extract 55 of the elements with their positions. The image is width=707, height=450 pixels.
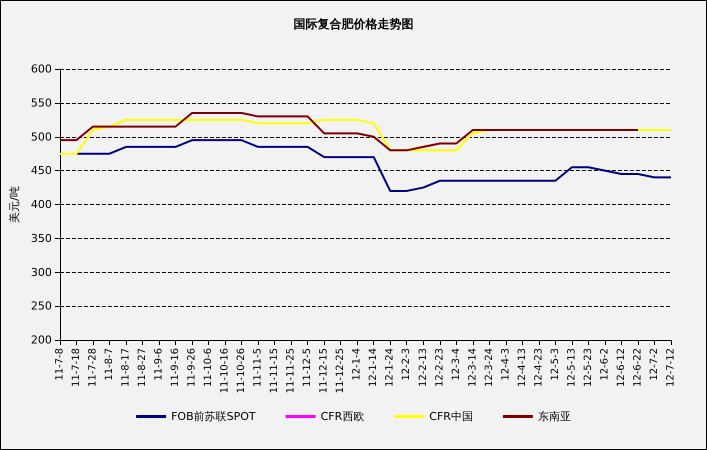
x-tick-label: 12-2-3 — [401, 348, 412, 381]
x-tick-label: 12-2-23 — [434, 348, 446, 388]
legend-label: 东南亚 — [538, 410, 571, 423]
line-series — [58, 112, 639, 152]
x-tick-label: 11-9-16 — [170, 348, 182, 388]
x-tick-label: 12-6-22 — [632, 348, 644, 388]
y-tick-label: 350 — [30, 232, 52, 245]
x-tick-label: 12-1-4 — [352, 348, 363, 381]
x-tick-label: 11-9-26 — [186, 348, 198, 388]
y-tick-label: 400 — [30, 198, 52, 211]
x-tick-label: 11-10-16 — [220, 348, 231, 394]
x-tick-label: 12-4-23 — [533, 348, 544, 388]
x-tick-label: 12-6-2 — [599, 348, 610, 381]
x-tick-label: 11-11-5 — [252, 348, 264, 388]
x-tick-label: 12-5-23 — [582, 348, 594, 388]
x-tick-label: 11-11-15 — [269, 348, 280, 394]
x-tick-label: 12-4-3 — [500, 348, 512, 381]
x-tick-label: 12-7-2 — [648, 348, 660, 381]
y-tick-label: 500 — [30, 130, 52, 144]
x-tick-label: 12-2-13 — [418, 348, 429, 388]
x-tick-label: 11-9-6 — [153, 348, 164, 381]
x-tick-label: 12-7-12 — [666, 348, 676, 388]
y-tick-label: 550 — [30, 96, 52, 110]
x-tick-label: 12-1-24 — [384, 348, 396, 388]
legend-label: FOB前苏联SPOT — [171, 410, 256, 423]
x-tick-label: 12-4-13 — [516, 348, 528, 388]
x-tick-label: 11-7-28 — [87, 348, 98, 388]
x-tick-label: 11-10-6 — [203, 348, 214, 388]
y-tick-label: 250 — [30, 300, 52, 313]
x-tick-label: 12-3-14 — [467, 348, 478, 388]
y-axis-title: 美元/吨 — [8, 186, 21, 223]
x-tick-label: 11-8-7 — [104, 348, 115, 381]
chart-title: 国际复合肥价格走势图 — [294, 17, 414, 31]
line-series — [75, 139, 672, 192]
x-tick-label: 11-12-5 — [302, 348, 314, 388]
x-tick-label: 11-10-26 — [236, 348, 248, 394]
x-tick-label: 12-5-3 — [550, 348, 561, 381]
x-tick-label: 11-7-18 — [70, 348, 82, 388]
x-tick-label: 11-11-25 — [286, 348, 297, 394]
legend-label: CFR西欧 — [320, 410, 364, 423]
x-tick-label: 12-1-14 — [368, 348, 380, 388]
y-tick-label: 600 — [30, 62, 52, 76]
y-tick-label: 200 — [30, 334, 52, 346]
y-tick-label: 450 — [30, 164, 52, 178]
x-tick-label: 11-12-25 — [335, 348, 346, 394]
x-tick-label: 12-5-13 — [566, 348, 578, 388]
x-tick-label: 11-8-27 — [136, 348, 148, 388]
legend-label: CFR中国 — [429, 410, 473, 423]
x-tick-label: 12-3-4 — [450, 348, 462, 381]
x-tick-label: 11-7-8 — [54, 348, 66, 381]
x-tick-label: 11-12-15 — [318, 348, 330, 394]
y-tick-label: 300 — [30, 266, 52, 279]
x-tick-label: 12-3-24 — [484, 348, 495, 388]
x-tick-label: 12-6-12 — [616, 348, 627, 388]
x-tick-label: 11-8-17 — [120, 348, 132, 388]
